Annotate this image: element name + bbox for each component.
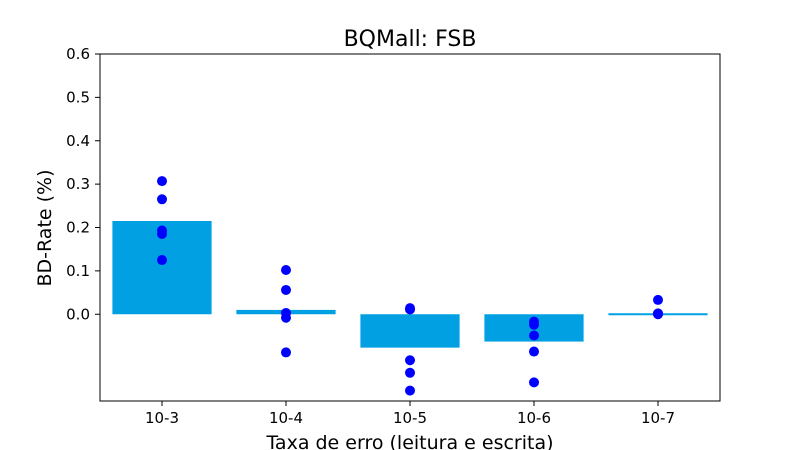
data-point: [281, 265, 291, 276]
x-axis: 10-3 10-4 10-5 10-6 10-7: [145, 401, 675, 427]
bar-10-5: [360, 314, 460, 348]
data-point: [157, 229, 167, 240]
points-layer: [157, 176, 663, 396]
data-point: [405, 367, 415, 378]
data-point: [653, 294, 663, 305]
x-tick-label: 10-7: [641, 409, 675, 427]
y-axis-label: BD-Rate (%): [34, 169, 56, 286]
y-tick-label: 0.4: [66, 132, 90, 150]
y-tick-label: 0.2: [66, 219, 90, 237]
data-point: [157, 176, 167, 187]
data-point: [281, 284, 291, 295]
chart-title: BQMall: FSB: [344, 27, 477, 52]
data-point: [653, 308, 663, 319]
data-point: [405, 385, 415, 396]
data-point: [529, 346, 539, 357]
data-point: [157, 194, 167, 205]
data-point: [405, 304, 415, 315]
y-tick-label: 0.1: [66, 262, 90, 280]
y-axis: 0.0 0.1 0.2 0.3 0.4 0.5 0.6: [66, 45, 100, 323]
y-tick-label: 0.5: [66, 88, 90, 106]
x-tick-label: 10-4: [269, 409, 303, 427]
x-tick-label: 10-6: [517, 409, 551, 427]
data-point: [405, 355, 415, 366]
data-point: [529, 319, 539, 330]
x-axis-label: Taxa de erro (leitura e escrita): [265, 432, 553, 450]
data-point: [281, 312, 291, 323]
data-point: [529, 377, 539, 388]
data-point: [157, 255, 167, 266]
data-point: [281, 347, 291, 358]
x-tick-label: 10-5: [393, 409, 427, 427]
y-tick-label: 0.0: [66, 305, 90, 323]
data-point: [529, 330, 539, 341]
x-tick-label: 10-3: [145, 409, 179, 427]
y-tick-label: 0.3: [66, 175, 90, 193]
bars-layer: [112, 220, 708, 348]
y-tick-label: 0.6: [66, 45, 90, 63]
